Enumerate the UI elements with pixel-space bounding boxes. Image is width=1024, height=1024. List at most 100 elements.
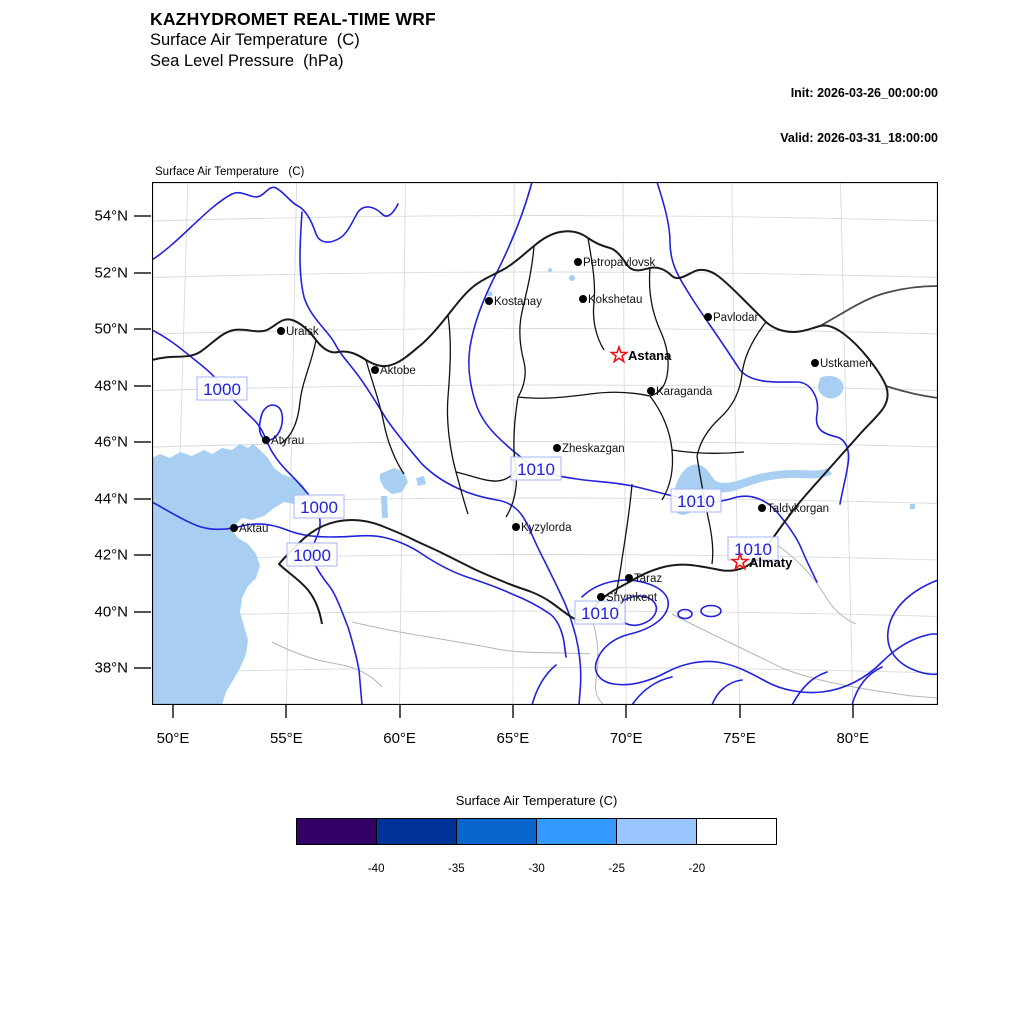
lat-tick-label: 46°N <box>94 433 128 451</box>
capital-star-icon <box>730 551 750 571</box>
city-dot-icon <box>647 387 655 395</box>
isobar-value-label: 1010 <box>670 488 722 513</box>
lat-tick-label: 48°N <box>94 377 128 394</box>
city-marker-atyrau: Atyrau <box>262 435 304 447</box>
city-marker-kyzylorda: Kyzylorda <box>512 522 572 534</box>
meridian-line <box>840 182 854 705</box>
city-label: Zheskazgan <box>562 443 625 455</box>
isobar-label-text: 1000 <box>293 546 331 565</box>
city-label: Karaganda <box>656 386 713 398</box>
lon-tick-label: 60°E <box>383 730 416 747</box>
lake-balkhash <box>673 464 832 515</box>
page-subtitle-temperature: Surface Air Temperature (C) <box>150 31 360 49</box>
foreign-country-borders <box>271 541 938 705</box>
colorbar-tick-label: -35 <box>448 863 465 875</box>
lon-tick-mark <box>851 705 854 718</box>
isobar-label-box <box>574 600 626 625</box>
colorbar-segment <box>697 819 776 844</box>
aral-sea-east <box>416 476 426 486</box>
city-label: Pavlodar <box>713 312 759 324</box>
isobar-label-text: 1010 <box>581 604 619 623</box>
meridian-line <box>399 182 406 705</box>
lat-tick-label: 42°N <box>94 546 128 564</box>
city-dot-icon <box>512 523 520 531</box>
east-lake <box>910 504 915 509</box>
city-dot-icon <box>277 327 285 335</box>
header-title-block: KAZHYDROMET REAL-TIME WRF Surface Air Te… <box>150 8 436 72</box>
parallel-line <box>152 667 938 674</box>
city-label: Astana <box>628 348 672 363</box>
north-lake <box>569 275 575 281</box>
small-lake <box>381 496 388 518</box>
city-label: Taldykorgan <box>767 503 829 515</box>
kazakhstan-weather-map: 1000 1000 1000 1010 1010 1010 1010 Petropavlov… <box>152 182 938 705</box>
lat-tick-label: 52°N <box>94 264 128 281</box>
isobar-label-text: 1010 <box>677 492 715 511</box>
isobar-value-label: 1010 <box>510 456 562 481</box>
city-label: Kokshetau <box>588 294 642 306</box>
water-bodies <box>152 268 915 705</box>
russia-china-borders <box>819 285 938 399</box>
city-dot-icon <box>704 313 712 321</box>
page-title: KAZHYDROMET REAL-TIME WRF <box>150 9 436 29</box>
north-lake <box>548 268 552 272</box>
city-label: Kyzylorda <box>521 522 572 534</box>
city-dot-icon <box>230 524 238 532</box>
city-label: Kostanay <box>494 296 542 308</box>
city-label: Shymkent <box>606 592 658 604</box>
lon-tick-label: 65°E <box>496 730 530 747</box>
city-label: Almaty <box>749 555 793 570</box>
lon-tick-mark <box>285 705 288 718</box>
city-dot-icon <box>597 593 605 601</box>
isobar-label-box <box>293 494 345 519</box>
map-frame <box>152 182 938 705</box>
city-marker-aktobe: Aktobe <box>371 365 416 377</box>
city-dot-icon <box>758 504 766 512</box>
colorbar-segment <box>537 819 617 844</box>
city-marker-taraz: Taraz <box>625 573 662 585</box>
city-marker-ustkamen: Ustkamen <box>811 358 872 370</box>
isobar-label-text: 1010 <box>734 540 772 559</box>
lat-tick-mark <box>134 497 151 500</box>
lat-tick-mark <box>134 215 151 217</box>
colorbar-tick-label: -30 <box>528 863 545 875</box>
city-dot-icon <box>485 297 493 305</box>
lon-tick-mark <box>172 705 174 718</box>
isobar-value-label: 1000 <box>196 376 248 401</box>
colorbar-tick-label: -20 <box>688 863 706 875</box>
colorbar-title: Surface Air Temperature (C) <box>455 793 618 808</box>
parallel-line <box>152 271 938 278</box>
lat-tick-label: 54°N <box>94 207 128 225</box>
city-label: Atyrau <box>271 435 304 447</box>
isobar-label-box <box>510 456 562 481</box>
lat-tick-mark <box>134 554 151 556</box>
isobar-value-label: 1010 <box>574 600 626 625</box>
isobar-value-label: 1000 <box>286 542 338 567</box>
city-marker-kokshetau: Kokshetau <box>579 294 642 306</box>
parallel-line <box>152 441 938 448</box>
graticule-grid <box>152 182 938 705</box>
isobar-label-text: 1010 <box>517 460 555 479</box>
city-marker-shymkent: Shymkent <box>597 592 658 604</box>
city-dot-icon <box>262 436 270 444</box>
city-label: Aktobe <box>380 365 416 377</box>
aral-sea <box>380 468 408 494</box>
lat-tick-mark <box>134 384 151 387</box>
page-subtitle-pressure: Sea Level Pressure (hPa) <box>150 52 344 70</box>
lat-tick-mark <box>134 441 151 443</box>
caspian-sea <box>152 444 307 705</box>
city-marker-karaganda: Karaganda <box>647 386 713 398</box>
run-time-block: Init: 2026-03-26_00:00:00 Valid: 2026-03… <box>780 56 938 176</box>
map-area: 1000 1000 1000 1010 1010 1010 1010 Petropavlov… <box>152 182 938 705</box>
field-label-temperature: Surface Air Temperature (C) <box>155 166 305 178</box>
city-label: Taraz <box>634 573 662 585</box>
city-marker-kostanay: Kostanay <box>485 296 542 308</box>
city-marker-zheskazgan: Zheskazgan <box>553 443 625 455</box>
meridian-line <box>622 182 627 705</box>
colorbar-segment <box>297 819 377 844</box>
lat-tick-mark <box>134 667 151 669</box>
north-lake <box>487 291 493 297</box>
parallel-line <box>152 215 938 222</box>
lon-tick-label: 80°E <box>836 730 870 747</box>
